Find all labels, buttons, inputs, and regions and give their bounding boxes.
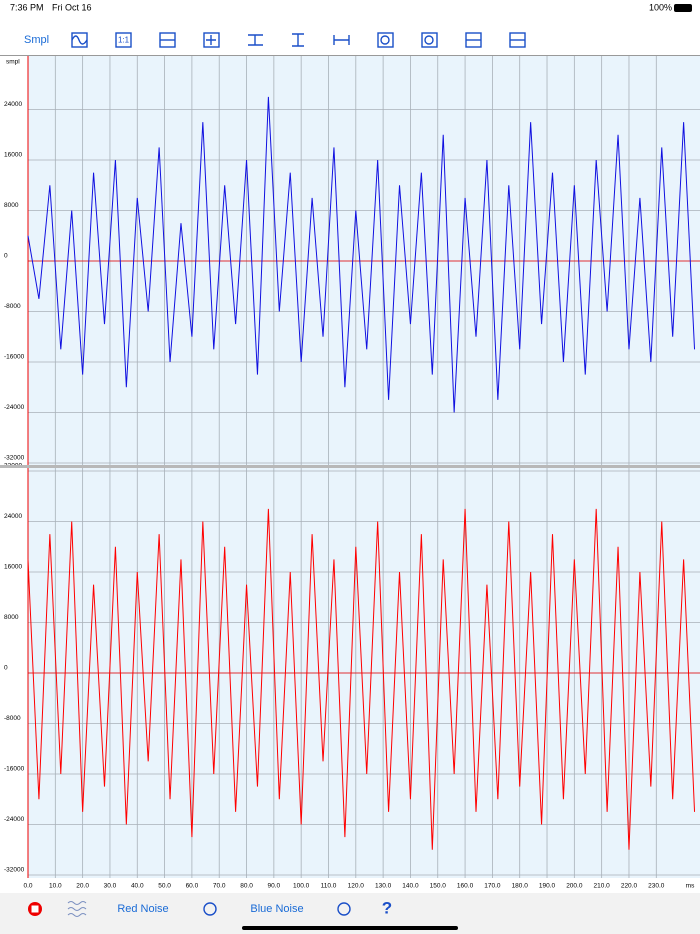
y-tick-label: 24000 — [4, 513, 22, 520]
y-tick-label: 0 — [4, 253, 8, 260]
y-tick-label: -8000 — [4, 715, 21, 722]
plot-separator — [0, 465, 700, 468]
x-tick-label: 180.0 — [512, 883, 529, 890]
x-tick-label: 60.0 — [186, 883, 199, 890]
x-tick-label: 0.0 — [23, 883, 32, 890]
x-tick-label: 150.0 — [430, 883, 447, 890]
y-axis-label: smpl — [6, 59, 20, 66]
y-tick-label: -8000 — [4, 303, 21, 310]
wave-button[interactable] — [67, 901, 87, 917]
x-tick-label: 80.0 — [240, 883, 253, 890]
red-noise-button[interactable]: Red Noise — [117, 903, 168, 915]
x-tick-label: 120.0 — [348, 883, 365, 890]
battery-icon — [674, 4, 692, 12]
mode-button[interactable]: Smpl — [24, 34, 49, 46]
blue-noise-button[interactable]: Blue Noise — [250, 903, 303, 915]
zoom-reset[interactable]: 1:1 — [118, 36, 130, 45]
x-tick-label: 230.0 — [648, 883, 665, 890]
y-tick-label: 8000 — [4, 202, 19, 209]
waveform — [27, 508, 696, 850]
y-tick-label: -16000 — [4, 354, 25, 361]
x-tick-label: 210.0 — [594, 883, 611, 890]
y-tick-label: 24000 — [4, 101, 22, 108]
plots: -32000 -24000 -16000 -8000 0 8000 16000 24000 sm… — [0, 56, 700, 890]
time: 7:36 PM — [10, 2, 44, 12]
x-tick-label: 190.0 — [539, 883, 556, 890]
home-indicator — [242, 926, 458, 930]
y-tick-label: -24000 — [4, 404, 25, 411]
x-tick-label: 90.0 — [268, 883, 281, 890]
y-tick-label: -24000 — [4, 816, 25, 823]
x-tick-label: 170.0 — [484, 883, 501, 890]
x-tick-label: 100.0 — [293, 883, 310, 890]
x-tick-label: 70.0 — [213, 883, 226, 890]
x-tick-label: 50.0 — [158, 883, 171, 890]
stop-icon — [31, 905, 39, 913]
x-tick-label: 130.0 — [375, 883, 392, 890]
x-tick-label: 20.0 — [76, 883, 89, 890]
date: Fri Oct 16 — [52, 2, 92, 12]
x-tick-label: 30.0 — [104, 883, 117, 890]
y-tick-label: 16000 — [4, 564, 22, 571]
settings-blue[interactable] — [337, 902, 351, 916]
y-tick-label: -32000 — [4, 867, 25, 874]
settings-red[interactable] — [203, 902, 217, 916]
x-tick-label: 40.0 — [131, 883, 144, 890]
help-button[interactable]: ? — [382, 898, 392, 917]
x-tick-label: 220.0 — [621, 883, 638, 890]
toolbar-icons[interactable] — [71, 32, 526, 48]
waveform — [27, 96, 696, 413]
x-tick-label: 10.0 — [49, 883, 62, 890]
y-tick-label: 0 — [4, 665, 8, 672]
x-tick-label: 200.0 — [566, 883, 583, 890]
battery: 100% — [649, 2, 672, 12]
x-tick-label: 140.0 — [402, 883, 419, 890]
y-tick-label: -16000 — [4, 766, 25, 773]
x-tick-label: 110.0 — [321, 883, 337, 890]
y-tick-label: -32000 — [4, 455, 25, 462]
y-tick-label: 16000 — [4, 152, 22, 159]
x-tick-label: 160.0 — [457, 883, 474, 890]
y-tick-label: 8000 — [4, 614, 19, 621]
x-axis-label: ms — [686, 883, 695, 890]
